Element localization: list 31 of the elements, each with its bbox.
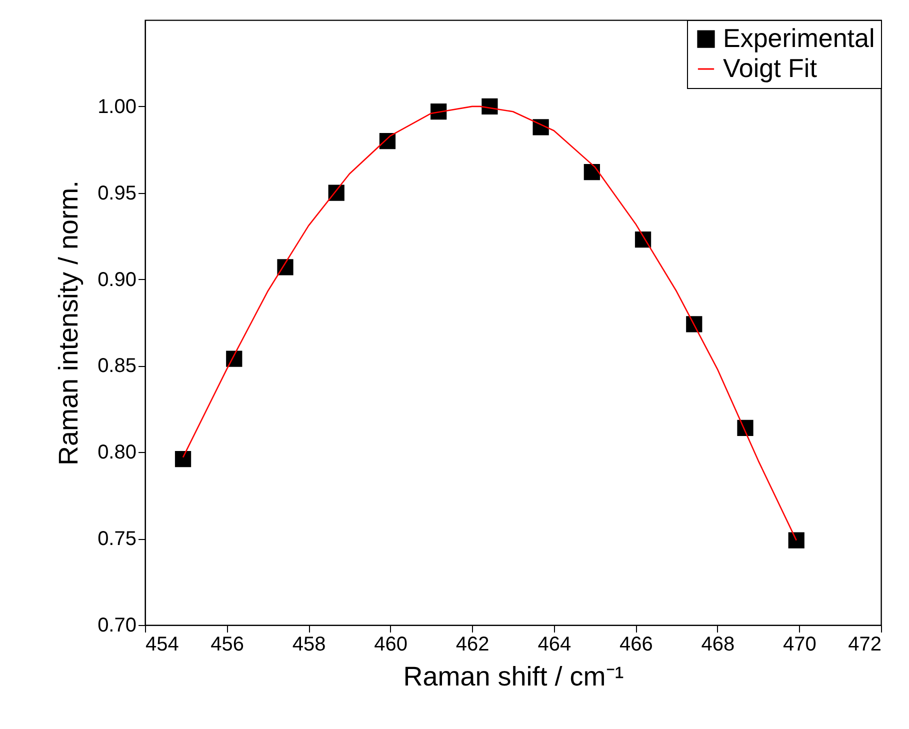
x-tick-label: 468 [701, 634, 735, 656]
y-axis-title: Raman intensity / norm. [54, 180, 84, 466]
point [584, 164, 600, 180]
x-tick-label: 466 [619, 634, 653, 656]
x-tick-label: 454 [146, 634, 179, 656]
legend-label: Experimental [723, 23, 875, 53]
point [532, 119, 549, 136]
y-tick-label: 0.75 [98, 528, 136, 550]
y-tick-label: 1.00 [98, 96, 136, 118]
point [174, 450, 192, 468]
x-tick-label: 462 [456, 634, 490, 656]
x-tick-label: 458 [292, 634, 326, 656]
point [686, 316, 702, 332]
y-tick-label: 0.90 [98, 268, 136, 291]
legend-label: Voigt Fit [723, 53, 818, 83]
y-tick-label: 0.95 [98, 182, 136, 204]
y-tick-label: 0.80 [98, 442, 136, 464]
point [430, 104, 447, 120]
x-tick-label: 456 [210, 634, 244, 656]
point [788, 532, 804, 548]
x-axis-title: Raman shift / cm⁻¹ [403, 662, 624, 692]
x-tick-label: 464 [538, 634, 572, 656]
y-tick-label: 0.70 [98, 614, 136, 636]
point [226, 350, 242, 367]
x-tick-label: 472 [848, 634, 882, 656]
point [737, 420, 754, 436]
point [277, 259, 294, 276]
x-tick-label: 470 [783, 634, 816, 656]
point [482, 98, 498, 114]
y-tick-label: 0.85 [98, 355, 136, 378]
x-tick-label: 460 [374, 634, 408, 656]
